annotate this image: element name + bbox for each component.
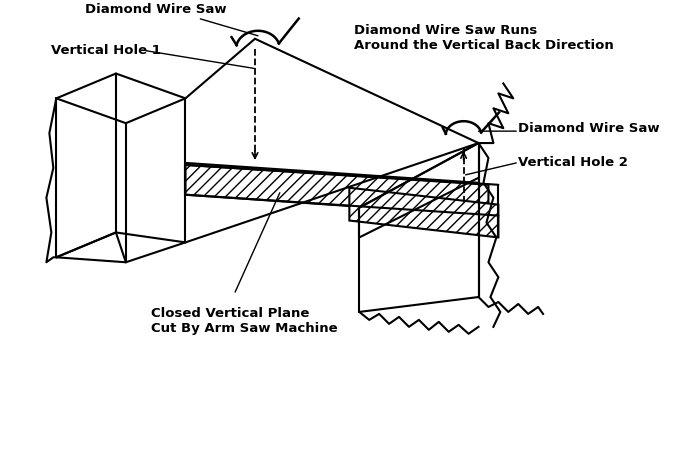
- Text: Diamond Wire Saw: Diamond Wire Saw: [518, 122, 660, 135]
- Polygon shape: [349, 188, 498, 237]
- Text: Diamond Wire Saw Runs
Around the Vertical Back Direction: Diamond Wire Saw Runs Around the Vertica…: [354, 24, 614, 52]
- Text: Vertical Hole 1: Vertical Hole 1: [51, 44, 161, 57]
- Text: Closed Vertical Plane
Cut By Arm Saw Machine: Closed Vertical Plane Cut By Arm Saw Mac…: [150, 307, 337, 335]
- Text: Vertical Hole 2: Vertical Hole 2: [518, 156, 628, 170]
- Polygon shape: [186, 165, 489, 216]
- Text: Diamond Wire Saw: Diamond Wire Saw: [85, 3, 227, 16]
